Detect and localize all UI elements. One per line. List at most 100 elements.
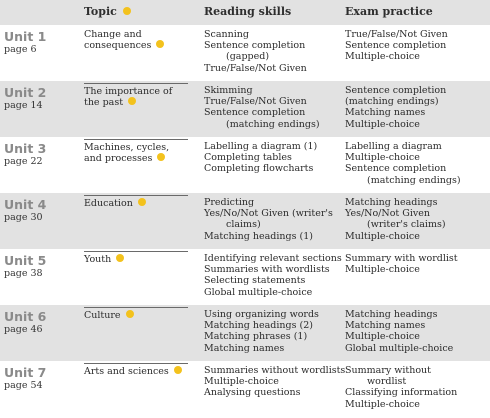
unit-row: Unit 2 page 14 The importance of the pas… [0,81,490,137]
header-topic: Topic [84,5,131,18]
reading-skill: (matching endings) [226,118,320,130]
topic-cell: Culture [84,307,188,321]
exam-item: Multiple-choice [345,152,420,164]
topic-line: Youth [84,254,188,265]
exam-practice-cell: Summary without wordlist Classifying inf… [345,365,457,410]
reading-skill: Yes/No/Not Given (writer's [204,208,333,220]
reading-skill: Completing tables [204,152,292,164]
unit-row: Unit 3 page 22 Machines, cycles, and pro… [0,137,490,193]
header-exam-practice: Exam practice [345,5,433,18]
reading-skill: Matching phrases (1) [204,331,308,343]
reading-skill: Sentence completion [204,40,306,52]
reading-skill: Matching headings (2) [204,320,313,332]
unit-row: Unit 7 page 54 Arts and sciences Summari… [0,361,490,418]
exam-item: Sentence completion [345,163,447,175]
topic-dot-icon [122,7,131,15]
unit-name: Unit 3 [4,141,47,156]
unit-page: page 22 [4,156,43,167]
topic-line: Machines, cycles, [84,142,170,153]
reading-skill: True/False/Not Given [204,62,307,74]
topic-line: The importance of [84,86,173,97]
unit-row: Unit 1 page 6 Change and consequences Sc… [0,25,490,81]
exam-item: Matching headings [345,309,438,320]
topic-cell: Change and consequences [84,27,188,51]
exam-item: Multiple-choice [345,331,420,343]
exam-item: Multiple-choice [345,51,420,63]
unit-label: Unit 4 page 30 [4,197,64,224]
reading-skill: Labelling a diagram (1) [204,141,318,152]
topic-line: Arts and sciences [84,366,188,377]
reading-skills-cell: Skimming True/False/Not Given Sentence c… [204,85,320,130]
unit-name: Unit 6 [4,309,47,324]
reading-skills-cell: Scanning Sentence completion (gapped) Tr… [204,29,307,74]
reading-skill: Matching names [204,342,285,354]
unit-name: Unit 4 [4,197,47,212]
unit-row: Unit 6 page 46 Culture Using organizing … [0,305,490,361]
unit-name: Unit 1 [4,29,47,44]
exam-item: Matching names [345,107,426,119]
exam-item: Summary with wordlist [345,253,458,264]
exam-item: Sentence completion [345,85,447,96]
exam-item: Global multiple-choice [345,342,454,354]
exam-item: Sentence completion [345,40,447,52]
unit-page: page 54 [4,380,43,391]
header-topic-label: Topic [84,5,117,18]
reading-skill: Matching headings (1) [204,230,313,242]
topic-cell: Machines, cycles, and processes [84,139,188,164]
exam-item: Labelling a diagram [345,141,442,152]
topic-dot-icon [137,198,146,206]
exam-item: True/False/Not Given [345,29,448,40]
reading-skill: Summaries with wordlists [204,264,330,276]
exam-item: Classifying information [345,387,458,399]
topic-line: Change and [84,29,142,40]
reading-skills-cell: Predicting Yes/No/Not Given (writer's cl… [204,197,333,242]
exam-item: Multiple-choice [345,118,420,130]
exam-item: Multiple-choice [345,398,420,410]
topic-dot-icon [125,310,134,318]
exam-item: Yes/No/Not Given [345,208,430,220]
topic-dot-icon [116,254,125,262]
reading-skill: Analysing questions [204,387,301,399]
reading-skills-cell: Labelling a diagram (1) Completing table… [204,141,317,175]
header-reading-skills: Reading skills [204,5,292,18]
table-header-row: Topic Reading skills Exam practice [0,0,490,25]
topic-cell: The importance of the past [84,83,188,108]
unit-name: Unit 7 [4,365,47,380]
reading-skill: True/False/Not Given [204,96,307,108]
topic-cell: Youth [84,251,188,265]
topic-line: the past [84,97,188,108]
reading-skill: Global multiple-choice [204,286,313,298]
topic-line: Culture [84,310,188,321]
reading-skill: claims) [226,219,261,231]
exam-practice-cell: Labelling a diagram Multiple-choice Sent… [345,141,461,186]
unit-name: Unit 2 [4,85,47,100]
exam-item: wordlist [367,376,407,388]
reading-skill: Using organizing words [204,309,319,320]
reading-skills-cell: Identifying relevant sections Summaries … [204,253,342,298]
exam-item: (matching endings) [345,96,439,108]
unit-page: page 14 [4,100,43,111]
unit-label: Unit 3 page 22 [4,141,64,168]
topic-cell: Education [84,195,188,209]
exam-practice-cell: Matching headings Matching names Multipl… [345,309,453,354]
topic-dot-icon [156,40,165,49]
topic-line: Education [84,198,188,209]
reading-skill: Selecting statements [204,275,306,287]
reading-skill: Identifying relevant sections [204,253,342,264]
reading-skill: Scanning [204,29,249,40]
reading-skill: Completing flowcharts [204,163,314,175]
exam-item: Matching headings [345,197,438,208]
reading-skill: Skimming [204,85,253,96]
unit-label: Unit 6 page 46 [4,309,64,336]
exam-practice-cell: True/False/Not Given Sentence completion… [345,29,448,63]
topic-cell: Arts and sciences [84,363,188,377]
reading-skills-cell: Using organizing words Matching headings… [204,309,319,354]
unit-page: page 38 [4,268,43,279]
reading-skill: (gapped) [226,51,270,63]
topic-dot-icon [128,97,137,106]
topic-dot-icon [173,366,182,374]
topic-line: consequences [84,40,188,51]
exam-item: Matching names [345,320,426,332]
unit-row: Unit 5 page 38 Youth Identifying relevan… [0,249,490,305]
unit-label: Unit 5 page 38 [4,253,64,280]
